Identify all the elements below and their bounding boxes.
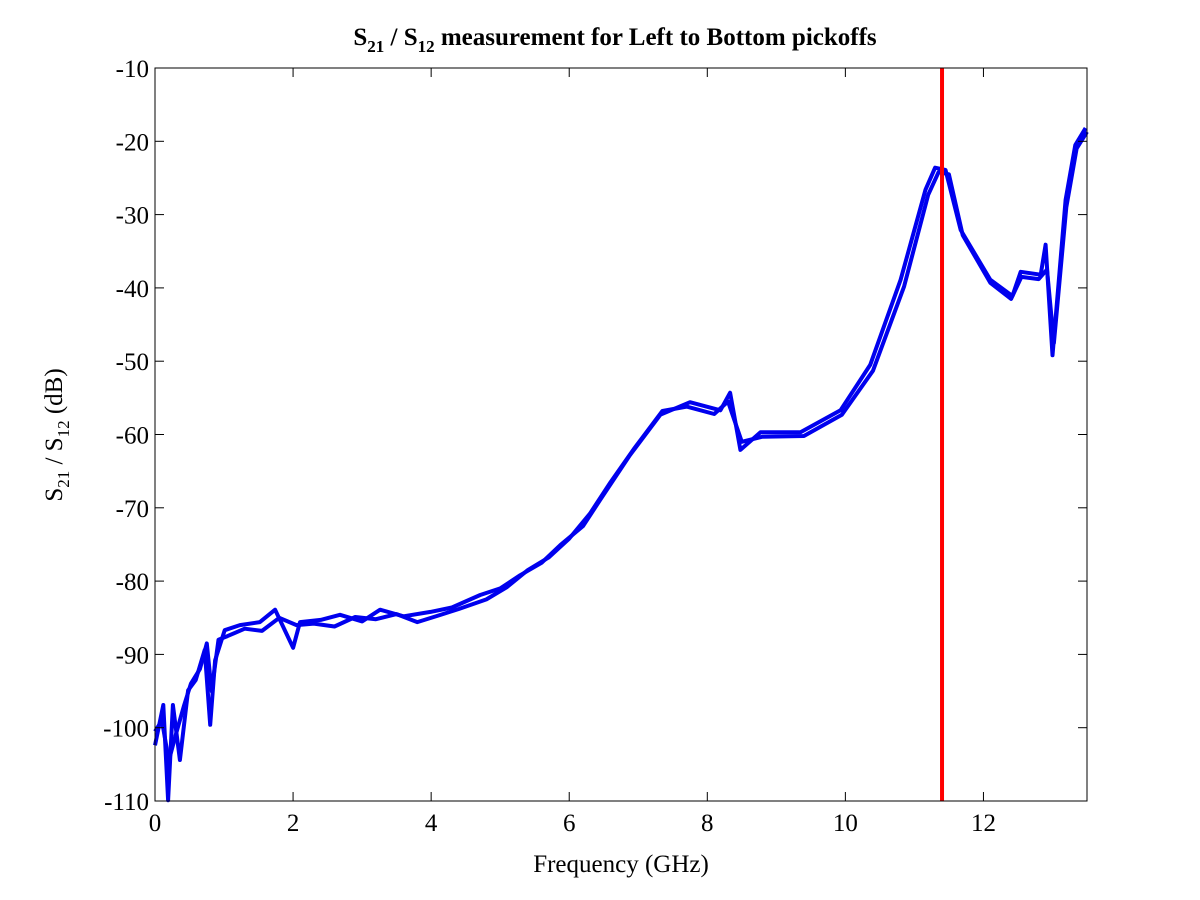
chart-title: S21 / S12 measurement for Left to Bottom… xyxy=(353,24,877,56)
y-tick-label: -100 xyxy=(103,716,149,743)
x-tick-label: 12 xyxy=(971,810,996,837)
plot-area xyxy=(153,68,1089,803)
x-tick-label: 4 xyxy=(425,810,438,837)
series-line-s12 xyxy=(153,130,1089,763)
y-tick-label: -90 xyxy=(116,642,149,669)
y-tick-label: -60 xyxy=(116,423,149,450)
y-tick-label: -30 xyxy=(116,203,149,230)
x-tick-label: 6 xyxy=(563,810,576,837)
y-tick-label: -70 xyxy=(116,496,149,523)
x-tick-label: 0 xyxy=(149,810,162,837)
x-axis-label: Frequency (GHz) xyxy=(533,851,709,878)
y-tick-label: -10 xyxy=(116,56,149,83)
y-tick-label: -20 xyxy=(116,129,149,156)
x-tick-label: 2 xyxy=(287,810,300,837)
y-tick-label: -50 xyxy=(116,349,149,376)
y-tick-label: -110 xyxy=(104,789,149,816)
y-axis-label: S21 / S12 (dB) xyxy=(41,368,73,501)
y-tick-label: -40 xyxy=(116,276,149,303)
x-tick-label: 10 xyxy=(833,810,858,837)
y-tick-label: -80 xyxy=(116,569,149,596)
x-tick-label: 8 xyxy=(701,810,714,837)
series-line-s21 xyxy=(153,127,1088,803)
